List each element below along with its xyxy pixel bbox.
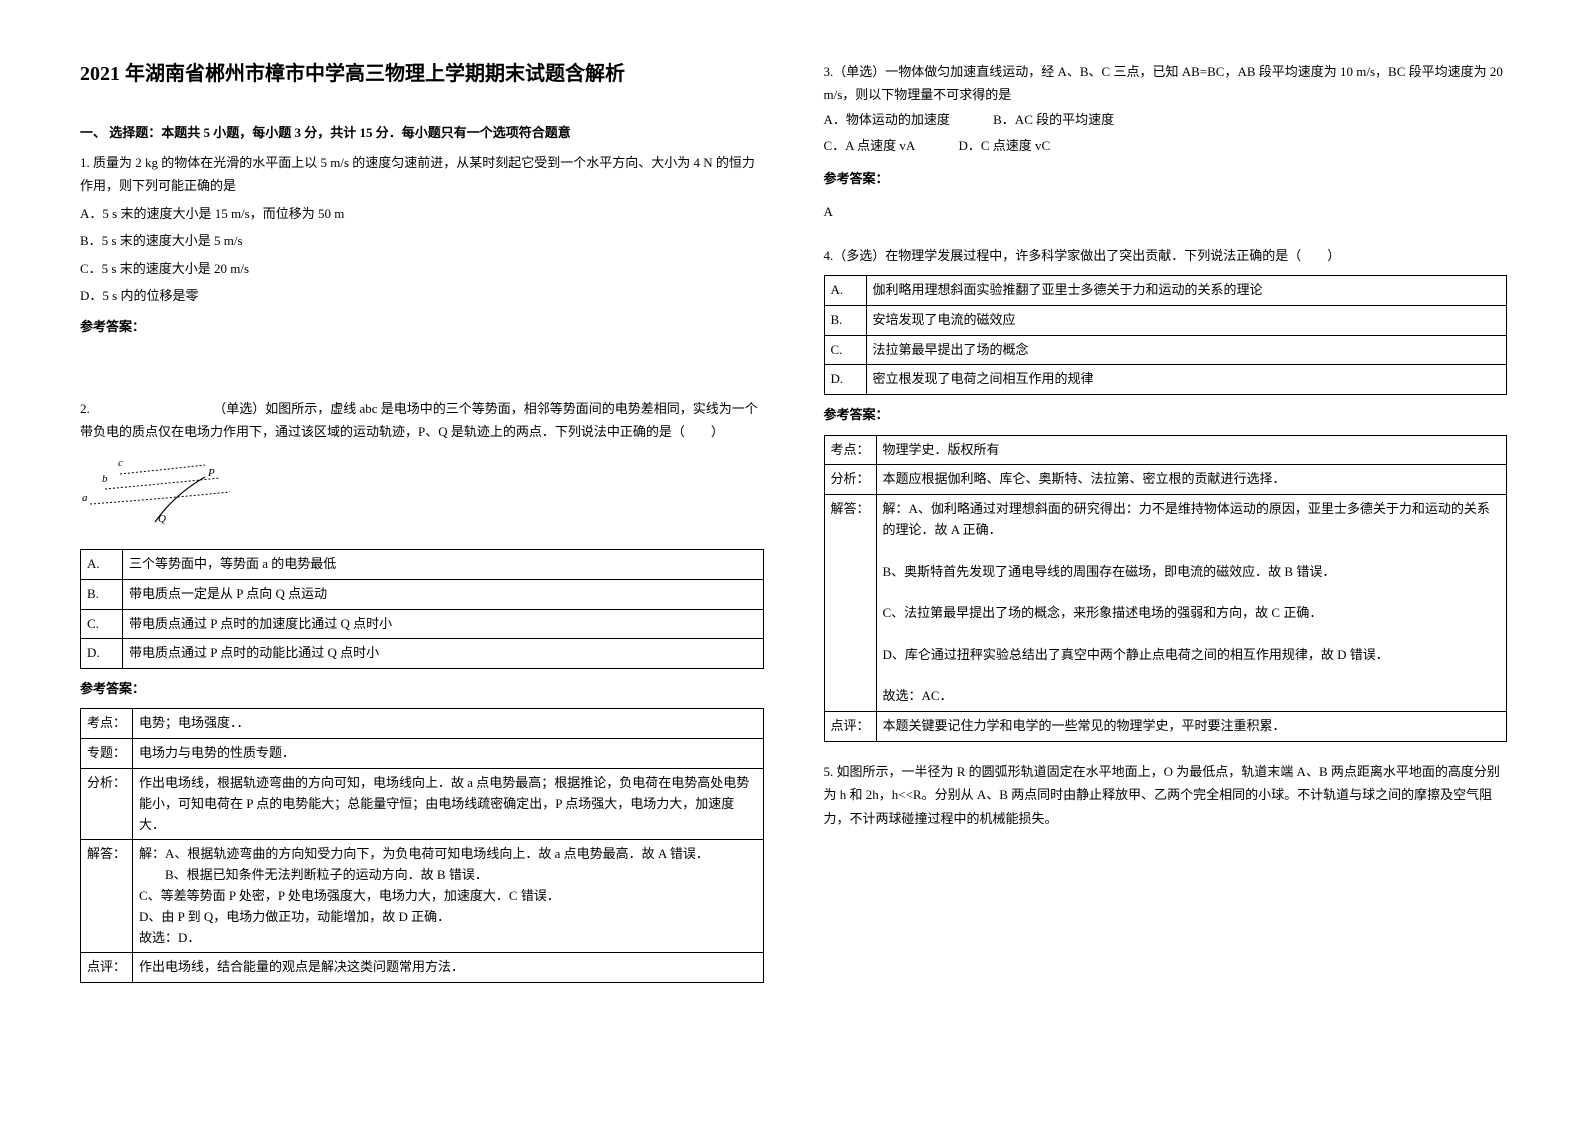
svg-text:Q: Q: [158, 513, 166, 524]
analysis-label: 点评：: [81, 953, 133, 983]
svg-text:a: a: [82, 492, 88, 504]
q3-optC: C．A 点速度 vA: [824, 133, 916, 159]
q1-optC: C．5 s 末的速度大小是 20 m/s: [80, 257, 764, 280]
q2-answer-label: 参考答案：: [80, 677, 764, 700]
section-heading: 一、 选择题：本题共 5 小题，每小题 3 分，共计 15 分．每小题只有一个选…: [80, 122, 764, 141]
opt-text: 三个等势面中，等势面 a 的电势最低: [123, 549, 764, 579]
analysis-text: 物理学史．版权所有: [876, 435, 1506, 465]
opt-label: C.: [824, 335, 866, 365]
q3-text: 3.（单选）一物体做匀加速直线运动，经 A、B、C 三点，已知 AB=BC，AB…: [824, 60, 1508, 107]
q4-text: 4.（多选）在物理学发展过程中，许多科学家做出了突出贡献．下列说法正确的是（ ）: [824, 244, 1508, 267]
question-4: 4.（多选）在物理学发展过程中，许多科学家做出了突出贡献．下列说法正确的是（ ）…: [824, 244, 1508, 750]
analysis-text: 电势；电场强度．．: [133, 709, 763, 739]
table-row: 解答：解：A、根据轨迹弯曲的方向知受力向下，为负电荷可知电场线向上．故 a 点电…: [81, 840, 764, 953]
analysis-text: 本题应根据伽利略、库仑、奥斯特、法拉第、密立根的贡献进行选择．: [876, 465, 1506, 495]
q3-optB: B．AC 段的平均速度: [993, 107, 1114, 133]
table-row: A.三个等势面中，等势面 a 的电势最低: [81, 549, 764, 579]
blank: [80, 347, 764, 387]
analysis-label: 专题：: [81, 739, 133, 769]
table-row: 解答：解：A、伽利略通过对理想斜面的研究得出：力不是维持物体运动的原因，亚里士多…: [824, 495, 1507, 712]
svg-text:b: b: [102, 473, 108, 485]
analysis-label: 考点：: [824, 435, 876, 465]
opt-label: A.: [824, 275, 866, 305]
q5-text: 5. 如图所示，一半径为 R 的圆弧形轨道固定在水平地面上，O 为最低点，轨道末…: [824, 760, 1508, 830]
table-row: D.带电质点通过 P 点时的动能比通过 Q 点时小: [81, 639, 764, 669]
q4-option-table: A.伽利略用理想斜面实验推翻了亚里士多德关于力和运动的关系的理论 B.安培发现了…: [824, 275, 1508, 395]
q2-analysis-table: 考点：电势；电场强度．． 专题：电场力与电势的性质专题． 分析：作出电场线，根据…: [80, 708, 764, 983]
q1-optA: A．5 s 末的速度大小是 15 m/s，而位移为 50 m: [80, 202, 764, 225]
q1-optD: D．5 s 内的位移是零: [80, 284, 764, 307]
opt-text: 法拉第最早提出了场的概念: [866, 335, 1507, 365]
opt-label: B.: [81, 579, 123, 609]
question-3: 3.（单选）一物体做匀加速直线运动，经 A、B、C 三点，已知 AB=BC，AB…: [824, 60, 1508, 234]
q3-optD: D．C 点速度 vC: [958, 133, 1050, 159]
q3-optA: A．物体运动的加速度: [824, 107, 950, 133]
q3-answer-label: 参考答案：: [824, 167, 1508, 190]
table-row: A.伽利略用理想斜面实验推翻了亚里士多德关于力和运动的关系的理论: [824, 275, 1507, 305]
opt-text: 安培发现了电流的磁效应: [866, 305, 1507, 335]
document-title: 2021 年湖南省郴州市樟市中学高三物理上学期期末试题含解析: [80, 60, 764, 88]
analysis-text: 本题关键要记住力学和电学的一些常见的物理学史，平时要注重积累．: [876, 712, 1506, 742]
analysis-label: 解答：: [81, 840, 133, 953]
opt-text: 密立根发现了电荷之间相互作用的规律: [866, 365, 1507, 395]
analysis-label: 解答：: [824, 495, 876, 712]
q2-option-table: A.三个等势面中，等势面 a 的电势最低 B.带电质点一定是从 P 点向 Q 点…: [80, 549, 764, 669]
q4-answer-label: 参考答案：: [824, 403, 1508, 426]
table-row: C.法拉第最早提出了场的概念: [824, 335, 1507, 365]
opt-label: A.: [81, 549, 123, 579]
opt-label: B.: [824, 305, 866, 335]
table-row: 点评：本题关键要记住力学和电学的一些常见的物理学史，平时要注重积累．: [824, 712, 1507, 742]
table-row: 考点：物理学史．版权所有: [824, 435, 1507, 465]
opt-label: C.: [81, 609, 123, 639]
analysis-text: 电场力与电势的性质专题．: [133, 739, 763, 769]
table-row: 专题：电场力与电势的性质专题．: [81, 739, 764, 769]
opt-text: 带电质点通过 P 点时的加速度比通过 Q 点时小: [123, 609, 764, 639]
q2-diagram: a b c P Q: [80, 454, 240, 524]
question-2: 2. （单选）如图所示，虚线 abc 是电场中的三个等势面，相邻等势面间的电势差…: [80, 397, 764, 992]
analysis-label: 考点：: [81, 709, 133, 739]
q3-options: A．物体运动的加速度 B．AC 段的平均速度 C．A 点速度 vA D．C 点速…: [824, 107, 1508, 159]
opt-text: 伽利略用理想斜面实验推翻了亚里士多德关于力和运动的关系的理论: [866, 275, 1507, 305]
right-column: 3.（单选）一物体做匀加速直线运动，经 A、B、C 三点，已知 AB=BC，AB…: [824, 60, 1508, 1062]
table-row: 点评：作出电场线，结合能量的观点是解决这类问题常用方法．: [81, 953, 764, 983]
question-1: 1. 质量为 2 kg 的物体在光滑的水平面上以 5 m/s 的速度匀速前进，从…: [80, 151, 764, 387]
table-row: B.安培发现了电流的磁效应: [824, 305, 1507, 335]
analysis-label: 分析：: [81, 769, 133, 840]
left-column: 2021 年湖南省郴州市樟市中学高三物理上学期期末试题含解析 一、 选择题：本题…: [80, 60, 764, 1062]
table-row: 分析：本题应根据伽利略、库仑、奥斯特、法拉第、密立根的贡献进行选择．: [824, 465, 1507, 495]
question-5: 5. 如图所示，一半径为 R 的圆弧形轨道固定在水平地面上，O 为最低点，轨道末…: [824, 760, 1508, 830]
table-row: D.密立根发现了电荷之间相互作用的规律: [824, 365, 1507, 395]
q1-answer-label: 参考答案：: [80, 315, 764, 338]
q1-text: 1. 质量为 2 kg 的物体在光滑的水平面上以 5 m/s 的速度匀速前进，从…: [80, 151, 764, 198]
analysis-label: 分析：: [824, 465, 876, 495]
analysis-text: 解：A、伽利略通过对理想斜面的研究得出：力不是维持物体运动的原因，亚里士多德关于…: [876, 495, 1506, 712]
analysis-text: 作出电场线，结合能量的观点是解决这类问题常用方法．: [133, 953, 763, 983]
analysis-text: 解：A、根据轨迹弯曲的方向知受力向下，为负电荷可知电场线向上．故 a 点电势最高…: [133, 840, 763, 953]
q3-answer: A: [824, 200, 1508, 223]
opt-text: 带电质点通过 P 点时的动能比通过 Q 点时小: [123, 639, 764, 669]
table-row: C.带电质点通过 P 点时的加速度比通过 Q 点时小: [81, 609, 764, 639]
svg-text:P: P: [207, 467, 215, 479]
table-row: B.带电质点一定是从 P 点向 Q 点运动: [81, 579, 764, 609]
analysis-label: 点评：: [824, 712, 876, 742]
q2-text: 2. （单选）如图所示，虚线 abc 是电场中的三个等势面，相邻等势面间的电势差…: [80, 397, 764, 444]
opt-text: 带电质点一定是从 P 点向 Q 点运动: [123, 579, 764, 609]
table-row: 考点：电势；电场强度．．: [81, 709, 764, 739]
q4-analysis-table: 考点：物理学史．版权所有 分析：本题应根据伽利略、库仑、奥斯特、法拉第、密立根的…: [824, 435, 1508, 742]
q1-optB: B．5 s 末的速度大小是 5 m/s: [80, 229, 764, 252]
svg-text:c: c: [118, 457, 123, 469]
opt-label: D.: [81, 639, 123, 669]
analysis-text: 作出电场线，根据轨迹弯曲的方向可知，电场线向上．故 a 点电势最高；根据推论，负…: [133, 769, 763, 840]
opt-label: D.: [824, 365, 866, 395]
table-row: 分析：作出电场线，根据轨迹弯曲的方向可知，电场线向上．故 a 点电势最高；根据推…: [81, 769, 764, 840]
